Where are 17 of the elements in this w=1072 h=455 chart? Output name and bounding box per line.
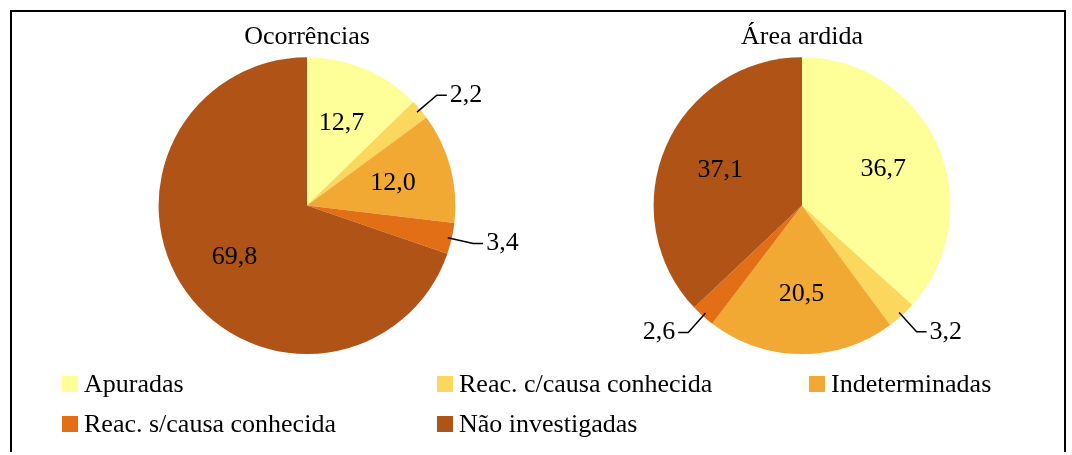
- data-label: 37,1: [697, 154, 743, 184]
- chart-title: Área ardida: [741, 21, 864, 51]
- data-label: 3,4: [486, 227, 519, 257]
- data-label: 36,7: [860, 153, 907, 183]
- legend-label: Reac. c/causa conhecida: [459, 368, 713, 400]
- legend-label: Reac. s/causa conhecida: [84, 408, 336, 440]
- data-label: 20,5: [778, 278, 825, 308]
- data-label: 2,6: [642, 316, 676, 346]
- data-label: 3,2: [929, 315, 963, 345]
- data-label: 12,0: [370, 166, 416, 196]
- data-label: 2,2: [449, 79, 483, 109]
- legend-label: Indeterminadas: [831, 368, 992, 400]
- chart-title: Ocorrências: [244, 21, 370, 51]
- data-label: 69,8: [211, 241, 258, 271]
- legend-label: Não investigadas: [459, 408, 638, 440]
- data-label: 12,7: [318, 107, 365, 137]
- legend-label: Apuradas: [84, 368, 184, 400]
